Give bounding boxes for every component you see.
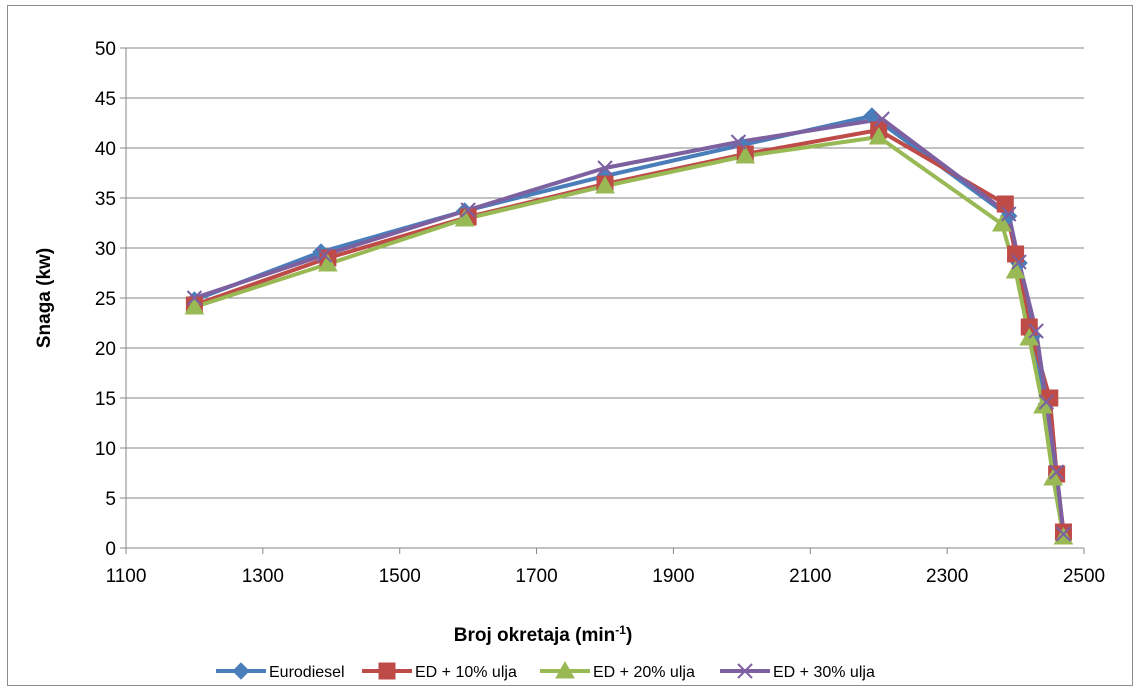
chart-frame: 0 5 10 15 20 25 30 35 40 45 50 1100 1300 1500 1700 1900… <box>7 5 1133 686</box>
line-chart: 0 5 10 15 20 25 30 35 40 45 50 1100 1300 1500 1700 1900… <box>34 39 1105 681</box>
x-tick-label: 1300 <box>242 566 284 587</box>
y-axis-title: Snaga (kw) <box>34 248 55 348</box>
series-line <box>193 117 1066 535</box>
series-markers <box>184 107 1074 545</box>
x-tick-label: 2300 <box>926 566 968 587</box>
x-tick-label: 1500 <box>379 566 421 587</box>
data-point-marker <box>868 126 889 145</box>
data-point-marker <box>318 253 338 272</box>
data-point-marker <box>730 134 747 150</box>
data-point-marker <box>454 208 475 227</box>
x-axis-title-close: ) <box>626 625 632 646</box>
data-point-marker <box>874 111 890 127</box>
data-point-marker <box>1001 206 1017 222</box>
x-tick-label: 1100 <box>106 566 147 587</box>
legend-label: ED + 20% ulja <box>593 664 695 681</box>
data-point-marker <box>460 202 476 218</box>
legend-label: Eurodiesel <box>269 664 345 681</box>
y-tick-label: 40 <box>95 139 116 160</box>
data-point-marker <box>1028 323 1044 339</box>
y-tick-label: 5 <box>105 489 116 510</box>
axes <box>120 47 1085 554</box>
x-tick-label: 2500 <box>1063 566 1105 587</box>
data-point-marker <box>186 290 203 306</box>
tick-labels: 0 5 10 15 20 25 30 35 40 45 50 1100 1300 1500 1700 1900… <box>95 39 1105 587</box>
series-line <box>193 135 1066 538</box>
x-tick-label: 1700 <box>515 566 557 587</box>
data-point-marker <box>597 160 613 176</box>
y-tick-label: 30 <box>95 239 116 260</box>
data-point-marker <box>1053 526 1074 545</box>
data-point-marker <box>316 247 333 263</box>
gridlines <box>126 47 1084 499</box>
x-axis-title-superscript: -1 <box>615 623 626 637</box>
y-tick-label: 0 <box>105 539 116 560</box>
y-tick-label: 10 <box>95 439 116 460</box>
legend-marker <box>737 663 753 679</box>
x-tick-label: 1900 <box>652 566 694 587</box>
data-point-marker <box>595 175 615 194</box>
legend-marker <box>555 660 575 679</box>
y-tick-label: 20 <box>95 339 116 360</box>
data-point-marker <box>1011 254 1027 270</box>
x-axis-title-main: Broj okretaja (min <box>454 625 616 646</box>
data-point-marker <box>1048 464 1065 480</box>
data-point-marker <box>996 195 1014 213</box>
data-point-marker <box>992 213 1012 232</box>
legend-label: ED + 30% ulja <box>773 664 875 681</box>
y-tick-label: 50 <box>95 39 116 60</box>
series-lines <box>193 114 1066 538</box>
data-point-marker <box>1038 394 1055 410</box>
legend-label: ED + 10% ulja <box>415 664 517 681</box>
y-tick-label: 15 <box>95 389 116 410</box>
data-point-marker <box>735 145 756 164</box>
x-axis-title: Broj okretaja (min-1) <box>454 623 633 646</box>
data-point-marker <box>184 296 205 315</box>
y-tick-label: 35 <box>95 189 116 210</box>
y-tick-label: 25 <box>95 289 116 310</box>
y-tick-label: 45 <box>95 89 116 110</box>
legend-marker <box>378 662 396 680</box>
data-point-marker <box>1043 467 1064 486</box>
x-tick-label: 2100 <box>789 566 831 587</box>
data-point-marker <box>1055 526 1072 542</box>
series-line <box>193 128 1066 533</box>
legend: Eurodiesel ED + 10% ulja ED + 20% ulja ED +… <box>216 660 875 681</box>
data-point-marker <box>1005 260 1026 279</box>
legend-marker <box>232 662 250 680</box>
